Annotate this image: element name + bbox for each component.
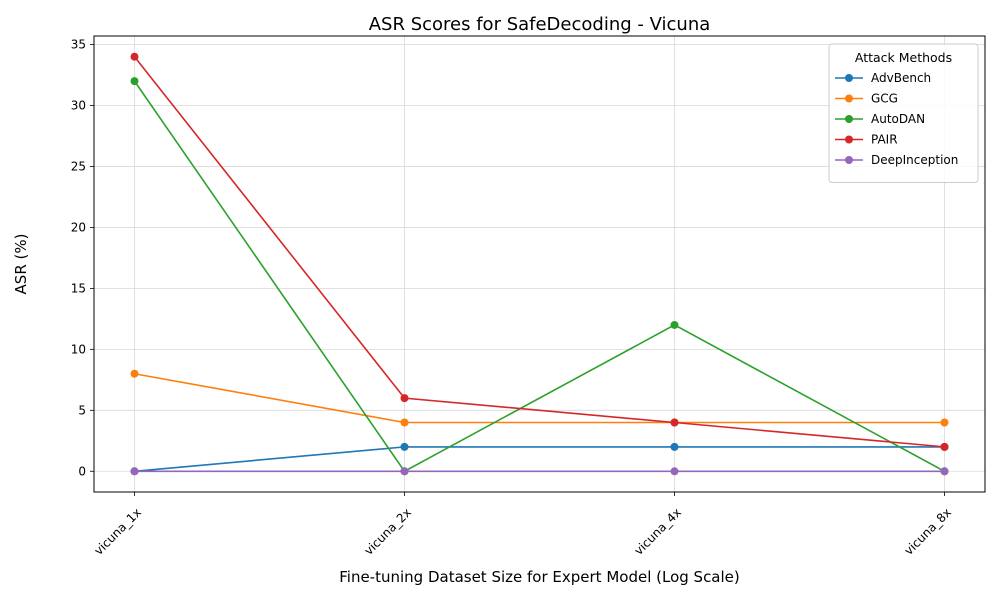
legend-label: AutoDAN bbox=[871, 112, 925, 126]
data-point bbox=[130, 77, 139, 86]
legend-marker bbox=[845, 74, 853, 82]
y-tick-label: 35 bbox=[71, 38, 86, 52]
x-tick-label: vicuna_8x bbox=[901, 505, 954, 558]
legend-label: GCG bbox=[871, 92, 898, 106]
legend-title: Attack Methods bbox=[855, 50, 952, 65]
legend-marker bbox=[845, 94, 853, 103]
y-tick-label: 5 bbox=[78, 403, 86, 417]
legend-item: GCG bbox=[835, 92, 898, 106]
y-axis-label: ASR (%) bbox=[12, 234, 30, 295]
data-point bbox=[400, 467, 409, 476]
y-tick-label: 0 bbox=[78, 464, 86, 478]
data-point bbox=[670, 442, 679, 451]
data-point bbox=[400, 394, 409, 403]
legend-items: AdvBench GCG AutoDAN PAIR DeepInception bbox=[835, 71, 958, 167]
x-axis-label: Fine-tuning Dataset Size for Expert Mode… bbox=[339, 568, 740, 586]
plot-frame bbox=[93, 35, 986, 493]
x-tick-label: vicuna_2x bbox=[361, 505, 414, 558]
y-tick-label: 10 bbox=[71, 342, 86, 356]
data-point bbox=[670, 467, 679, 476]
data-point bbox=[130, 52, 139, 61]
legend: Attack Methods AdvBench GCG AutoDAN PAIR Dee… bbox=[828, 43, 979, 183]
series-layer bbox=[130, 52, 949, 476]
series-line bbox=[134, 372, 945, 424]
legend-label: AdvBench bbox=[871, 71, 931, 85]
legend-marker bbox=[845, 135, 853, 144]
series-autodan bbox=[130, 77, 949, 476]
legend-item: AdvBench bbox=[835, 71, 931, 85]
data-point bbox=[130, 467, 139, 476]
x-ticks: vicuna_1x vicuna_2x vicuna_4x vicuna_8x bbox=[91, 492, 954, 558]
series-line bbox=[133, 80, 945, 473]
data-point bbox=[940, 442, 949, 451]
x-tick-label: vicuna_1x bbox=[91, 505, 144, 558]
x-tick-label: vicuna_4x bbox=[631, 505, 684, 558]
series-line bbox=[134, 446, 945, 473]
legend-label: DeepInception bbox=[871, 153, 958, 167]
legend-item: PAIR bbox=[835, 133, 898, 147]
legend-marker bbox=[845, 156, 853, 164]
y-tick-label: 20 bbox=[71, 220, 86, 234]
legend-marker bbox=[845, 115, 853, 123]
series-advbench bbox=[130, 442, 949, 476]
data-point bbox=[400, 418, 409, 427]
data-point bbox=[670, 320, 679, 329]
y-tick-label: 15 bbox=[71, 281, 86, 295]
y-tick-label: 25 bbox=[71, 159, 86, 173]
data-point bbox=[940, 467, 949, 476]
data-point bbox=[940, 418, 949, 427]
legend-box bbox=[828, 43, 979, 183]
series-pair bbox=[130, 52, 949, 451]
chart-title: ASR Scores for SafeDecoding - Vicuna bbox=[369, 14, 711, 35]
data-point bbox=[670, 418, 679, 427]
legend-item: DeepInception bbox=[835, 153, 958, 167]
series-deepinception bbox=[130, 467, 949, 476]
y-ticks: 0 5 10 15 20 25 30 35 bbox=[71, 38, 94, 478]
legend-label: PAIR bbox=[871, 133, 898, 147]
legend-item: AutoDAN bbox=[835, 112, 925, 126]
data-point bbox=[130, 369, 139, 378]
series-line bbox=[133, 56, 945, 448]
y-tick-label: 30 bbox=[71, 98, 86, 112]
data-point bbox=[400, 442, 409, 451]
